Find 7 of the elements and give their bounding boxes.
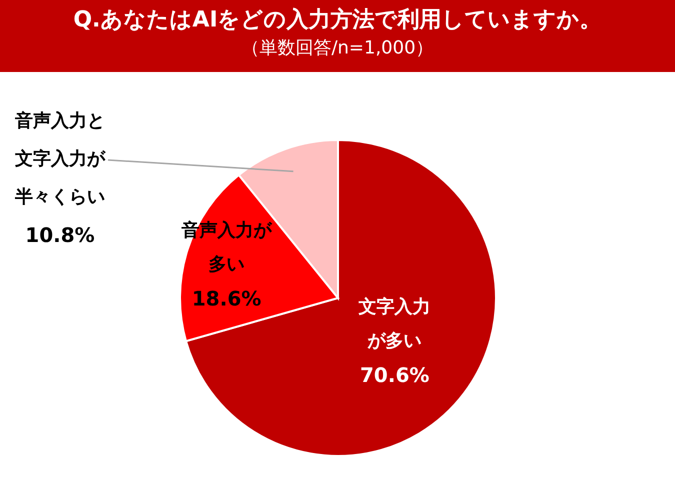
data-label: 18.6% [192,286,262,310]
slice-label: 音声入力と文字入力が半々くらい [14,110,106,208]
data-label: 10.8% [25,223,95,247]
slice-label: 文字入力が多い [358,296,431,352]
data-label: 70.6% [360,362,430,387]
chart-title: Q.あなたはAIをどの入力方法で利用していますか。 [73,6,602,32]
chart-subtitle: （単数回答/n=1,000） [241,38,434,58]
